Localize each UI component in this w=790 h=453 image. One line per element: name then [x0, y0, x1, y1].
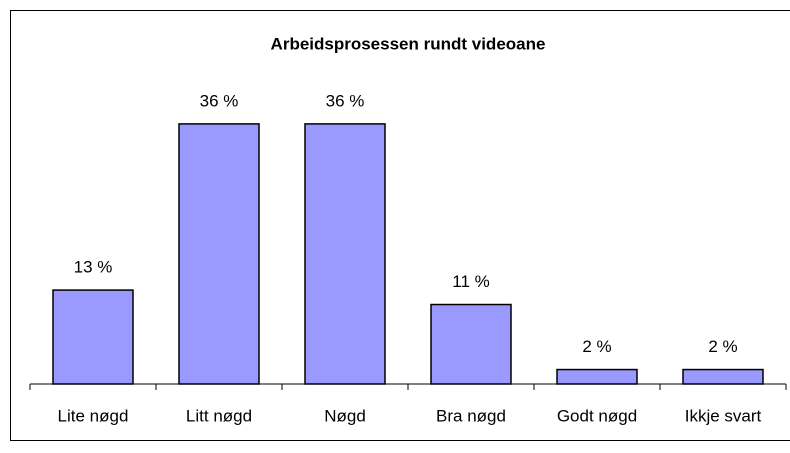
- value-label: 2 %: [582, 337, 611, 356]
- x-tick-label: Nøgd: [324, 406, 366, 425]
- x-tick-label: Ikkje svart: [685, 406, 762, 425]
- bar: [430, 303, 512, 385]
- value-label: 11 %: [452, 272, 490, 291]
- x-tick-label: Lite nøgd: [58, 406, 129, 425]
- chart-border: [10, 10, 790, 441]
- value-label: 13 %: [74, 258, 113, 277]
- bar: [682, 368, 764, 385]
- x-tick-label: Bra nøgd: [436, 406, 506, 425]
- x-tick-label: Litt nøgd: [186, 406, 252, 425]
- bar: [178, 123, 260, 385]
- bar: [52, 289, 134, 385]
- chart-title: Arbeidsprosessen rundt videoane: [271, 34, 546, 53]
- bar: [556, 368, 638, 385]
- x-tick-label: Godt nøgd: [557, 406, 637, 425]
- bar: [304, 123, 386, 385]
- value-label: 36 %: [326, 91, 365, 110]
- value-label: 36 %: [200, 91, 239, 110]
- value-label: 2 %: [708, 337, 737, 356]
